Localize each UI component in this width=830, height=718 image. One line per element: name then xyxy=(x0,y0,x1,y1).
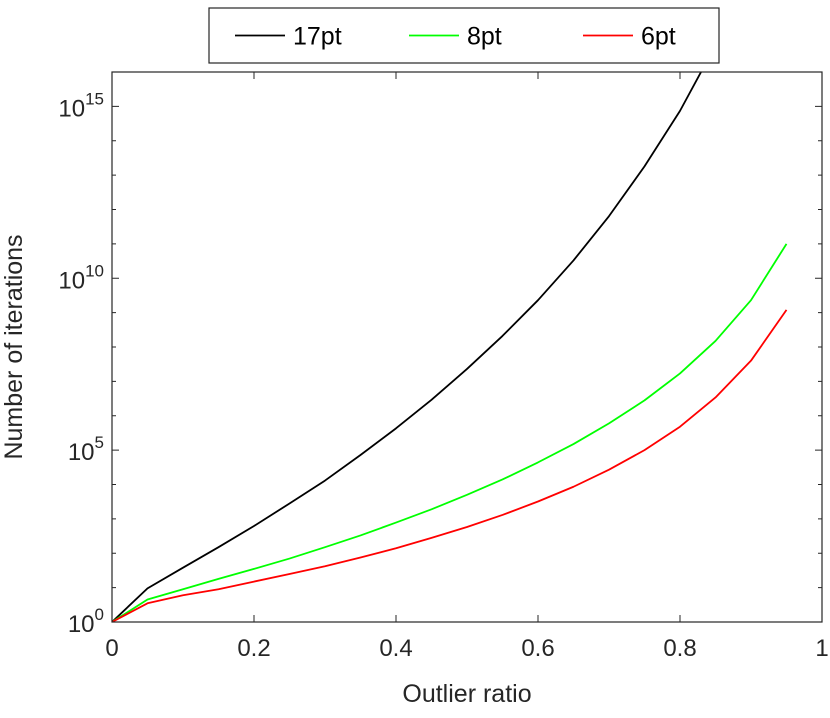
y-tick-label: 100 xyxy=(68,605,104,638)
series-layer xyxy=(112,72,788,622)
tick-labels-layer: 0 0.2 0.4 0.6 0.8 1 100 105 1010 1015 xyxy=(58,89,828,662)
y-axis-title: Number of iterations xyxy=(0,234,28,459)
y-tick-label: 1015 xyxy=(58,89,104,122)
legend-label-8pt: 8pt xyxy=(467,23,502,51)
x-tick-label: 0.4 xyxy=(379,635,412,662)
series-line-6pt xyxy=(112,309,788,622)
series-line-17pt xyxy=(112,72,703,622)
legend-box xyxy=(208,7,720,64)
y-tick-label: 105 xyxy=(68,433,104,466)
legend-label-17pt: 17pt xyxy=(293,23,342,51)
x-tick-label: 0 xyxy=(105,635,118,662)
y-tick-label: 1010 xyxy=(58,261,104,294)
series-line-8pt xyxy=(112,243,788,622)
x-tick-label: 0.6 xyxy=(521,635,554,662)
x-axis-title: Outlier ratio xyxy=(402,680,531,708)
x-tick-label: 0.2 xyxy=(237,635,270,662)
plot-area xyxy=(112,72,822,622)
ticks-layer xyxy=(111,71,823,623)
x-tick-label: 0.8 xyxy=(663,635,696,662)
legend: 17pt 8pt 6pt xyxy=(208,7,720,64)
legend-label-6pt: 6pt xyxy=(641,23,676,51)
x-tick-label: 1 xyxy=(815,635,828,662)
